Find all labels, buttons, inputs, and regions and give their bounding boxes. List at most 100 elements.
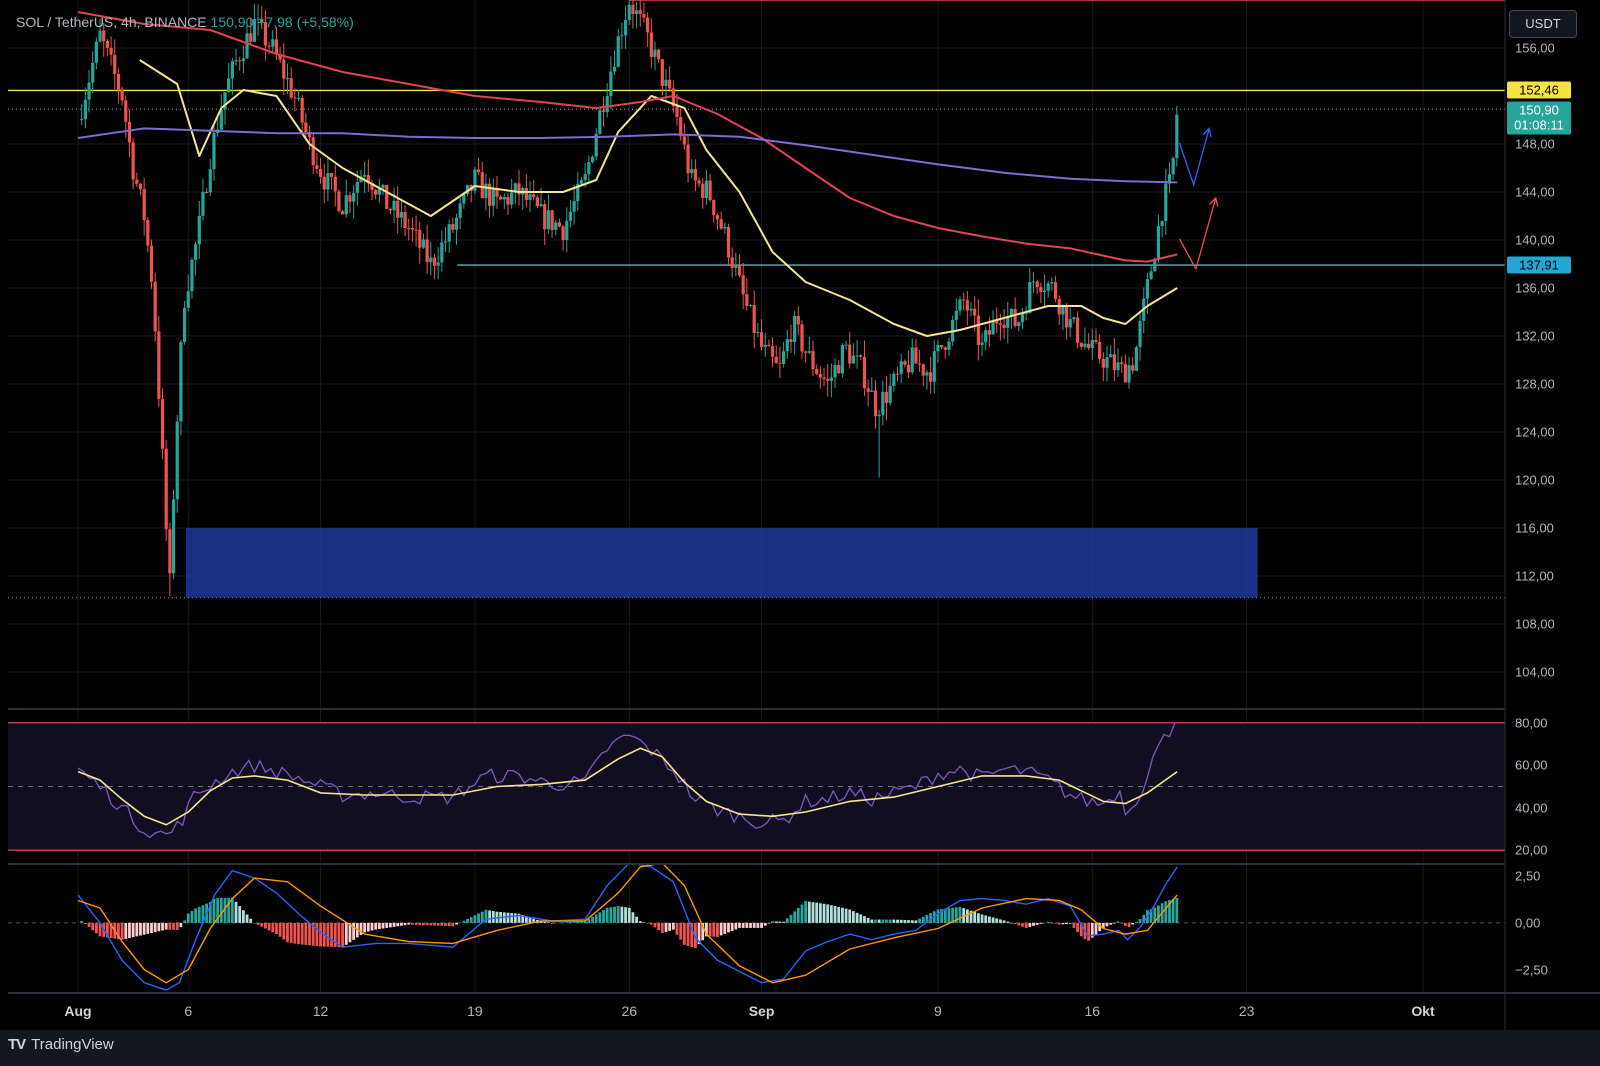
macd-histogram-bar: [374, 922, 378, 930]
price-tag-value: 137,91: [1519, 257, 1559, 273]
macd-histogram-bar: [109, 922, 113, 939]
candle-body: [789, 339, 793, 342]
time-axis-label: 6: [184, 1003, 193, 1019]
macd-histogram-bar: [852, 911, 855, 923]
candle-body: [234, 60, 238, 62]
projection-arrowhead: [1202, 127, 1212, 138]
candle-body: [715, 215, 720, 220]
price-axis-label: 132,00: [1515, 328, 1555, 344]
candle-body: [1120, 362, 1124, 364]
candle-body: [734, 265, 738, 268]
macd-histogram-bar: [524, 916, 528, 923]
macd-histogram-bar: [128, 922, 131, 939]
macd-histogram-bar: [543, 921, 547, 923]
macd-histogram-bar: [293, 922, 297, 944]
candle-body: [238, 60, 242, 62]
macd-histogram-bar: [275, 922, 278, 935]
macd-histogram-bar: [1157, 905, 1160, 923]
countdown-timer: 01:08:11: [1514, 117, 1564, 133]
currency-button[interactable]: USDT: [1509, 10, 1577, 38]
candle-body: [256, 18, 260, 20]
candle-body: [646, 17, 650, 33]
macd-histogram-bar: [771, 921, 774, 923]
macd-histogram-bar: [491, 911, 495, 923]
macd-histogram-bar: [337, 922, 341, 948]
macd-histogram-bar: [458, 922, 462, 924]
macd-histogram-bar: [763, 922, 767, 926]
chart-canvas[interactable]: [0, 0, 1600, 1030]
candle-body: [954, 310, 958, 320]
macd-pane-separator[interactable]: [8, 863, 1505, 865]
candle-body: [785, 339, 789, 352]
price-axis-label: 116,00: [1515, 520, 1554, 536]
candle-body: [741, 275, 745, 295]
macd-histogram-bar: [954, 907, 958, 923]
candle-body: [370, 183, 374, 190]
candle-body: [576, 183, 580, 202]
macd-histogram-bar: [1094, 922, 1098, 935]
macd-histogram-bar: [1017, 922, 1021, 926]
candle-body: [517, 183, 521, 195]
macd-axis-label: −2,50: [1515, 962, 1548, 978]
macd-histogram-bar: [161, 922, 164, 931]
rsi-pane-separator[interactable]: [8, 708, 1505, 710]
macd-histogram-bar: [94, 922, 98, 934]
time-axis-label: 19: [467, 1003, 483, 1019]
candle-body: [322, 176, 326, 190]
macd-histogram-bar: [418, 922, 422, 925]
macd-histogram-bar: [598, 912, 602, 923]
symbol-header[interactable]: SOL / TetherUS, 4h, BINANCE 150,90 +7,98…: [16, 14, 354, 30]
candle-body: [513, 183, 517, 193]
candle-body: [205, 191, 209, 193]
macd-histogram-bar: [1050, 922, 1054, 924]
candle-body: [568, 211, 573, 221]
candle-body: [377, 188, 381, 195]
macd-histogram-bar: [352, 922, 356, 940]
macd-histogram-bar: [238, 906, 242, 923]
macd-histogram-bar: [370, 922, 374, 931]
candle-body: [1138, 320, 1142, 348]
candle-body: [190, 259, 194, 292]
candle-body: [113, 54, 117, 74]
candle-body: [848, 344, 852, 364]
macd-histogram-bar: [1079, 922, 1083, 937]
candle-body: [388, 208, 392, 211]
price-axis-label: 140,00: [1515, 232, 1555, 248]
candle-body: [642, 14, 646, 18]
candle-body: [579, 180, 584, 184]
macd-histogram-bar: [124, 922, 128, 939]
macd-histogram-bar: [800, 904, 804, 923]
macd-histogram-bar: [980, 914, 984, 923]
macd-histogram-bar: [583, 921, 587, 923]
candle-body: [840, 345, 844, 374]
macd-histogram-bar: [921, 916, 925, 923]
macd-histogram-bar: [774, 921, 778, 923]
macd-histogram-bar: [660, 922, 664, 933]
macd-histogram-bar: [885, 919, 888, 923]
macd-histogram-bar: [1142, 914, 1146, 923]
projection-arrowhead: [1209, 196, 1219, 207]
macd-histogram-bar: [267, 922, 271, 931]
macd-histogram-bar: [778, 921, 782, 923]
candle-body: [730, 257, 734, 268]
price-tag: 137,91: [1507, 256, 1571, 274]
candle-body: [726, 227, 731, 258]
projection-path: [1178, 197, 1217, 271]
candle-body: [826, 378, 830, 381]
candle-body: [1006, 316, 1010, 328]
rsi-pane: [8, 722, 1505, 851]
price-axis-label: 108,00: [1515, 616, 1555, 632]
candle-body: [366, 175, 370, 184]
macd-histogram-bar: [539, 921, 543, 923]
macd-histogram-bar: [936, 909, 940, 923]
macd-histogram-bar: [260, 922, 264, 927]
candle-body: [1046, 283, 1050, 291]
candle-body: [421, 239, 426, 248]
candle-body: [454, 217, 459, 230]
macd-histogram-bar: [837, 906, 841, 923]
candle-body: [348, 195, 352, 202]
macd-histogram-bar: [605, 907, 609, 923]
tradingview-brand[interactable]: TV TradingView: [8, 1036, 114, 1053]
candle-body: [737, 265, 742, 276]
macd-histogram-bar: [686, 922, 690, 946]
